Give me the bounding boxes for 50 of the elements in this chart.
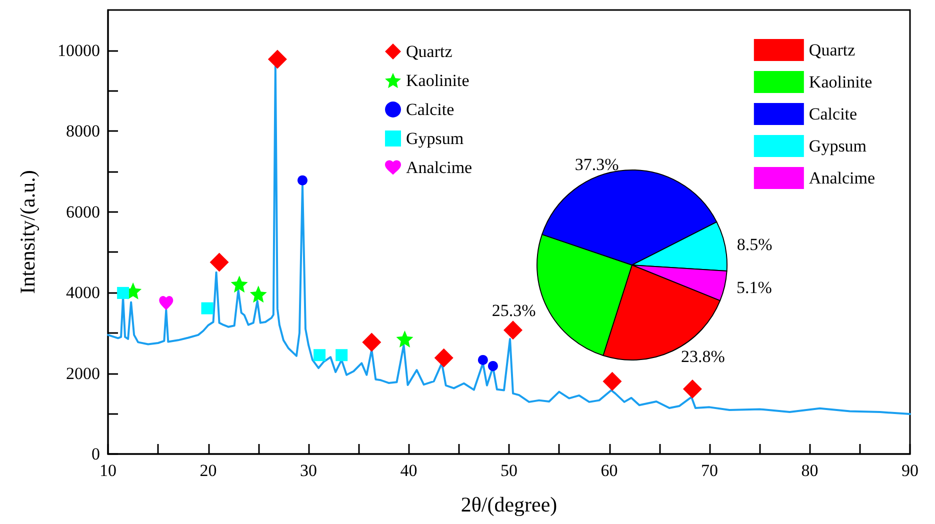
x-tick-label: 90 bbox=[902, 461, 918, 480]
point bbox=[396, 330, 414, 348]
point bbox=[682, 380, 702, 399]
y-tick-label: 6000 bbox=[66, 202, 100, 222]
point bbox=[250, 286, 267, 303]
x-tick-label: 80 bbox=[801, 461, 818, 480]
x-tick-label: 20 bbox=[200, 461, 217, 480]
legend-label: Kaolinite bbox=[406, 71, 470, 90]
data-label: 23.8% bbox=[680, 346, 725, 366]
data-label: 5.1% bbox=[736, 278, 772, 297]
x-tick-label: 60 bbox=[600, 461, 618, 480]
legend-label: Gypsum bbox=[406, 129, 464, 148]
point bbox=[314, 349, 326, 362]
point bbox=[210, 252, 229, 272]
y-tick-label: 4000 bbox=[66, 283, 100, 302]
legend-label: Analcime bbox=[808, 168, 876, 188]
y-tick-label: 8000 bbox=[66, 122, 100, 141]
x-tick-label: 30 bbox=[300, 461, 317, 480]
point bbox=[268, 50, 287, 69]
point bbox=[159, 296, 174, 310]
point bbox=[602, 372, 622, 391]
y-tick-label: 2000 bbox=[66, 364, 100, 383]
point bbox=[117, 286, 130, 299]
legend-label: Calcite bbox=[406, 100, 454, 119]
x-tick-label: 40 bbox=[400, 461, 418, 480]
legend-label: Analcime bbox=[406, 158, 472, 177]
point bbox=[362, 332, 382, 352]
legend-label: Gypsum bbox=[808, 136, 867, 156]
legend-label: Kaolinite bbox=[808, 72, 872, 92]
y-axis-title: Intensity/(a.u.) bbox=[16, 170, 40, 294]
point bbox=[478, 354, 488, 365]
y-tick-label: 10000 bbox=[58, 40, 100, 60]
x-axis-title: 2θ/(degree) bbox=[460, 492, 558, 516]
data-label: 8.5% bbox=[736, 235, 772, 254]
legend-label: Calcite bbox=[808, 104, 858, 124]
point bbox=[434, 348, 454, 368]
point bbox=[504, 320, 523, 340]
point bbox=[336, 349, 348, 362]
legend-label: Quartz bbox=[406, 42, 453, 61]
point bbox=[297, 175, 308, 186]
legend-label: Quartz bbox=[808, 40, 856, 60]
x-tick-label: 70 bbox=[701, 461, 718, 480]
point bbox=[201, 302, 214, 314]
point bbox=[230, 276, 248, 293]
x-tick-label: 50 bbox=[500, 461, 518, 480]
point bbox=[488, 361, 498, 372]
data-label: 37.3% bbox=[574, 154, 619, 174]
data-label: 25.3% bbox=[492, 301, 536, 320]
x-tick-label: 10 bbox=[100, 461, 116, 480]
y-tick-label: 0 bbox=[92, 444, 100, 464]
